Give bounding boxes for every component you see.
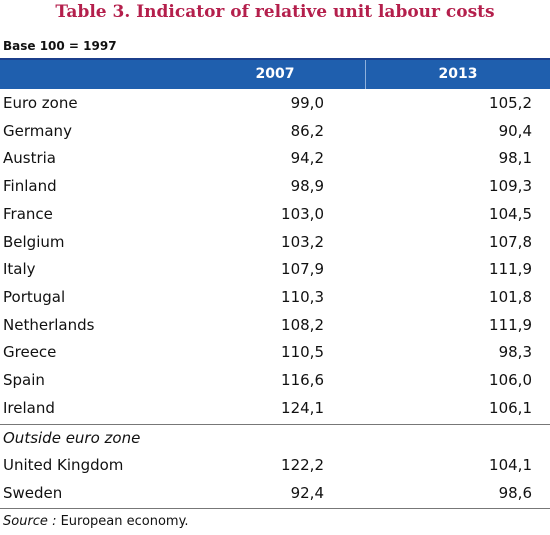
value-2007: 124,1 [281, 398, 324, 417]
country-name: Germany [3, 121, 72, 140]
country-name: Finland [3, 177, 57, 196]
source-label: Source : [3, 514, 57, 529]
country-name: Netherlands [3, 315, 95, 334]
value-2013: 109,3 [489, 177, 532, 196]
table-title: Table 3. Indicator of relative unit labo… [55, 2, 495, 22]
value-2007: 108,2 [281, 315, 324, 334]
section-divider [0, 424, 550, 425]
value-2013: 98,3 [498, 343, 532, 362]
value-2007: 116,6 [281, 371, 324, 389]
column-header-2013: 2013 [438, 66, 478, 82]
country-name: Austria [3, 149, 56, 168]
table-row: France 103,0 104,5 [0, 201, 550, 228]
table-row: Ireland 124,1 106,1 [0, 395, 550, 422]
country-name: Portugal [3, 287, 66, 306]
value-2007: 103,0 [281, 204, 324, 223]
table-row: Euro zone 99,0 105,2 [0, 90, 550, 117]
value-2007: 99,0 [290, 94, 324, 112]
table-row: Greece 110,5 98,3 [0, 339, 550, 366]
section-label-outside-euro-zone: Outside euro zone [3, 429, 141, 447]
table-header: 2007 2013 [0, 60, 550, 89]
top-rule [0, 58, 550, 60]
table-row: United Kingdom 122,2 104,1 [0, 452, 550, 479]
value-2013: 107,8 [489, 232, 532, 251]
source-note: Source : European economy. [3, 513, 189, 531]
value-2007: 92,4 [290, 484, 324, 502]
table-row: Italy 107,9 111,9 [0, 256, 550, 283]
table-row: Finland 98,9 109,3 [0, 173, 550, 200]
country-name: United Kingdom [3, 456, 124, 474]
table-row: Netherlands 108,2 111,9 [0, 312, 550, 339]
value-2013: 106,0 [489, 371, 532, 389]
value-2013: 90,4 [498, 121, 532, 140]
value-2013: 101,8 [489, 287, 532, 306]
value-2013: 106,1 [489, 398, 532, 417]
table-row: Austria 94,2 98,1 [0, 145, 550, 172]
source-text: European economy. [56, 514, 189, 529]
value-2007: 94,2 [290, 149, 324, 168]
country-name: Italy [3, 260, 36, 279]
value-2013: 111,9 [489, 260, 532, 279]
value-2007: 86,2 [290, 121, 324, 140]
base-note: Base 100 = 1997 [3, 39, 117, 53]
table-row: Sweden 92,4 98,6 [0, 480, 550, 507]
value-2013: 104,5 [489, 204, 532, 223]
country-name: Greece [3, 343, 57, 362]
table-row: Belgium 103,2 107,8 [0, 229, 550, 256]
value-2013: 104,1 [489, 456, 532, 474]
table-row: Spain 116,6 106,0 [0, 367, 550, 394]
value-2007: 122,2 [281, 456, 324, 474]
country-name: Euro zone [3, 94, 78, 112]
value-2013: 111,9 [489, 315, 532, 334]
country-name: Ireland [3, 398, 55, 417]
country-name: Spain [3, 371, 45, 389]
value-2007: 110,3 [281, 287, 324, 306]
table-row: Portugal 110,3 101,8 [0, 284, 550, 311]
value-2013: 98,1 [498, 149, 532, 168]
value-2007: 103,2 [281, 232, 324, 251]
country-name: Sweden [3, 484, 63, 502]
column-header-2007: 2007 [255, 66, 295, 82]
value-2013: 98,6 [498, 484, 532, 502]
value-2007: 98,9 [290, 177, 324, 196]
table-row: Germany 86,2 90,4 [0, 118, 550, 145]
header-divider [365, 60, 366, 89]
country-name: Belgium [3, 232, 65, 251]
bottom-rule [0, 508, 550, 509]
value-2007: 107,9 [281, 260, 324, 279]
value-2013: 105,2 [489, 94, 532, 112]
value-2007: 110,5 [281, 343, 324, 362]
country-name: France [3, 204, 53, 223]
